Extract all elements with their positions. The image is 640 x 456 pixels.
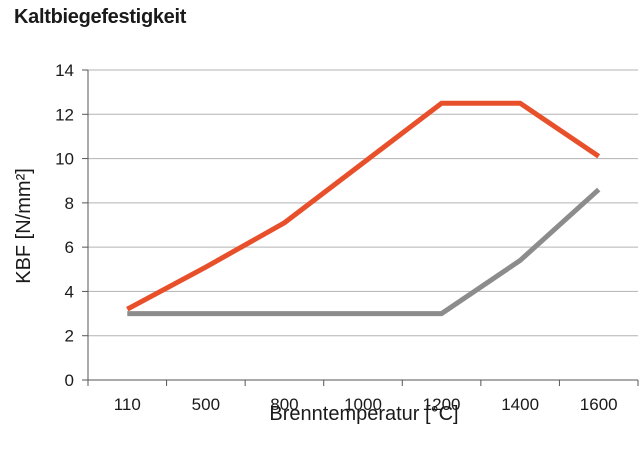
x-tick-label: 1400 <box>501 395 539 414</box>
series-line-2 <box>127 187 601 317</box>
x-tick-label: 110 <box>114 395 141 414</box>
y-tick-labels: 0 2 4 6 8 10 12 14 <box>55 61 74 390</box>
axes <box>82 69 639 386</box>
x-tick-labels: 110 500 800 1000 1200 1400 1600 <box>114 395 618 414</box>
series-lines <box>126 100 601 317</box>
y-tick-label: 8 <box>65 194 74 213</box>
series-line-1 <box>126 100 601 312</box>
x-tick-label: 1000 <box>344 395 382 414</box>
x-tick-label: 500 <box>192 395 220 414</box>
x-tick-label: 1600 <box>580 395 618 414</box>
y-tick-label: 10 <box>55 150 74 169</box>
y-tick-label: 12 <box>55 105 74 124</box>
y-tick-label: 6 <box>65 238 74 257</box>
y-tick-label: 2 <box>65 327 74 346</box>
chart-title: Kaltbiegefestigkeit <box>14 6 187 28</box>
x-tick-label: 800 <box>270 395 298 414</box>
y-tick-label: 0 <box>65 371 74 390</box>
x-axis-label: Brenntemperatur [°C] <box>269 403 458 425</box>
y-tick-label: 4 <box>65 282 74 301</box>
gridlines <box>88 69 638 337</box>
x-tick-label: 1200 <box>423 395 461 414</box>
y-tick-label: 14 <box>55 61 74 80</box>
y-axis-label: KBF [N/mm²] <box>13 168 35 284</box>
